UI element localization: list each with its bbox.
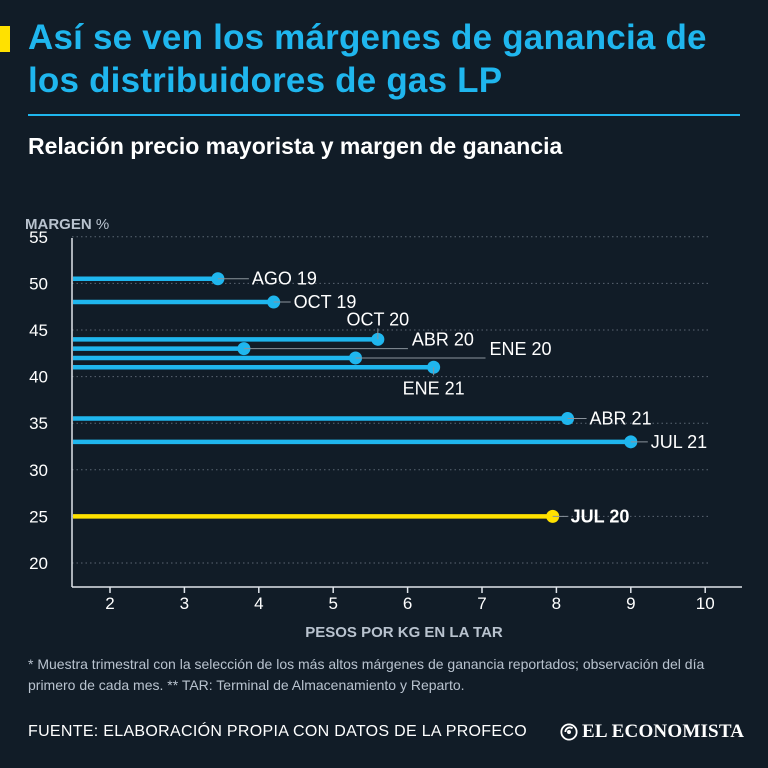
x-axis-title: PESOS POR KG EN LA TAR bbox=[305, 624, 503, 641]
chart-subtitle: Relación precio mayorista y margen de ga… bbox=[28, 133, 563, 159]
footnote: * Muestra trimestral con la selección de… bbox=[28, 656, 705, 693]
label-abr-20: ABR 20 bbox=[412, 330, 474, 350]
x-tick-label-4: 4 bbox=[254, 594, 263, 613]
label-ago-19: AGO 19 bbox=[252, 269, 317, 289]
y-axis-title: MARGEN % bbox=[25, 216, 109, 233]
label-jul-21: JUL 21 bbox=[651, 432, 707, 452]
x-tick-label-3: 3 bbox=[180, 594, 189, 613]
x-tick-label-7: 7 bbox=[477, 594, 486, 613]
label-jul-20: JUL 20 bbox=[571, 506, 630, 526]
label-oct-20: OCT 20 bbox=[346, 309, 409, 329]
y-tick-label-30: 30 bbox=[29, 461, 48, 480]
globe-icon bbox=[560, 723, 578, 741]
x-tick-label-8: 8 bbox=[552, 594, 561, 613]
x-tick-label-10: 10 bbox=[696, 594, 715, 613]
y-tick-label-35: 35 bbox=[29, 414, 48, 433]
title-divider bbox=[28, 114, 740, 116]
y-axis-title-unit: % bbox=[96, 216, 109, 233]
label-oct-19: OCT 19 bbox=[294, 292, 357, 312]
brand-logo: EL ECONOMISTA bbox=[560, 721, 744, 743]
y-tick-label-50: 50 bbox=[29, 274, 48, 293]
grid-lines bbox=[72, 236, 710, 564]
source-text: FUENTE: ELABORACIÓN PROPIA CON DATOS DE … bbox=[28, 723, 527, 740]
y-tick-label-25: 25 bbox=[29, 507, 48, 526]
label-abr-21: ABR 21 bbox=[590, 409, 652, 429]
x-tick-labels: 2 3 4 5 6 7 8 9 10 bbox=[105, 587, 715, 613]
y-tick-label-55: 55 bbox=[29, 228, 48, 247]
x-tick-label-5: 5 bbox=[328, 594, 337, 613]
label-ene-20: ENE 20 bbox=[490, 339, 552, 359]
page-title: Así se ven los márgenes de ganancia de l… bbox=[28, 18, 707, 100]
y-tick-labels: 20 25 30 35 40 45 50 55 bbox=[29, 228, 48, 573]
x-tick-label-2: 2 bbox=[105, 594, 114, 613]
label-ene-21: ENE 21 bbox=[403, 378, 465, 398]
y-tick-label-40: 40 bbox=[29, 368, 48, 387]
x-tick-label-6: 6 bbox=[403, 594, 412, 613]
y-tick-label-20: 20 bbox=[29, 554, 48, 573]
y-tick-label-45: 45 bbox=[29, 321, 48, 340]
accent-bar bbox=[0, 26, 10, 52]
y-axis-title-bold: MARGEN bbox=[25, 216, 92, 233]
brand-name: EL ECONOMISTA bbox=[582, 721, 745, 742]
x-tick-label-9: 9 bbox=[626, 594, 635, 613]
